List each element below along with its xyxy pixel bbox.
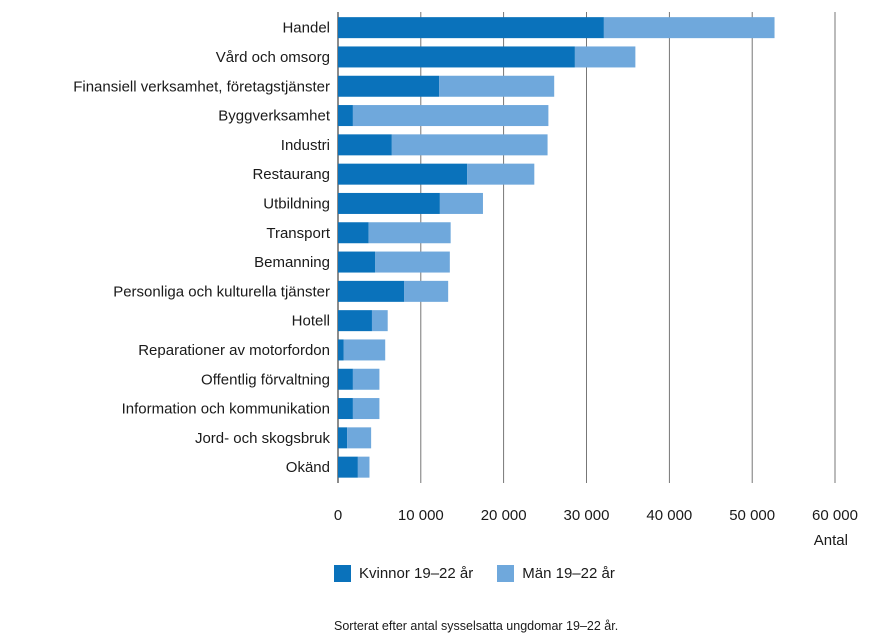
- category-label: Reparationer av motorfordon: [138, 342, 330, 359]
- bar-segment-women: [338, 222, 369, 244]
- legend-label-men: Män 19–22 år: [522, 565, 615, 582]
- category-label: Handel: [282, 20, 330, 37]
- legend: Kvinnor 19–22 år Män 19–22 år: [334, 565, 639, 582]
- bar-segment-women: [338, 368, 353, 390]
- bar-segment-women: [338, 427, 348, 449]
- footnote: Sorterat efter antal sysselsatta ungdoma…: [334, 619, 619, 633]
- bar-segment-men: [404, 280, 449, 302]
- category-label: Byggverksamhet: [218, 108, 331, 125]
- category-label: Offentlig förvaltning: [201, 371, 330, 388]
- category-label: Jord- och skogsbruk: [195, 430, 331, 447]
- bar-segment-women: [338, 105, 353, 127]
- legend-label-women: Kvinnor 19–22 år: [359, 565, 474, 582]
- bar-segment-men: [375, 251, 450, 273]
- bar-segment-men: [347, 427, 372, 449]
- x-tick-label: 50 000: [729, 507, 775, 524]
- x-tick-label: 60 000: [812, 507, 858, 524]
- category-label: Industri: [281, 137, 330, 154]
- bar-segment-women: [338, 251, 376, 273]
- category-label: Restaurang: [252, 166, 330, 183]
- bar-segment-women: [338, 75, 440, 97]
- legend-item-men: Män 19–22 år: [497, 565, 615, 582]
- category-label: Okänd: [286, 459, 330, 476]
- category-label: Personliga och kulturella tjänster: [113, 283, 330, 300]
- bar-segment-women: [338, 163, 468, 185]
- category-label: Vård och omsorg: [216, 49, 330, 66]
- bar-segment-men: [603, 17, 775, 39]
- bar-segment-men: [371, 310, 388, 332]
- bar-segment-men: [352, 368, 380, 390]
- bar-segment-men: [352, 105, 549, 127]
- x-tick-label: 40 000: [646, 507, 692, 524]
- bar-segment-men: [574, 46, 636, 68]
- bar-segment-men: [439, 75, 555, 97]
- bar-segment-men: [467, 163, 535, 185]
- bar-segment-women: [338, 280, 405, 302]
- bar-segment-men: [357, 456, 370, 478]
- legend-item-women: Kvinnor 19–22 år: [334, 565, 473, 582]
- bar-segment-women: [338, 17, 604, 39]
- bar-segment-women: [338, 398, 353, 420]
- bar-segment-men: [391, 134, 548, 156]
- category-label: Transport: [266, 225, 330, 242]
- bar-segment-women: [338, 192, 440, 214]
- legend-swatch-women: [334, 565, 351, 582]
- category-label: Hotell: [292, 313, 330, 330]
- x-tick-labels: 0 10 000 20 000 30 000 40 000 50 000 60 000: [334, 507, 858, 524]
- x-tick-label: 30 000: [564, 507, 610, 524]
- x-axis-label: Antal: [814, 532, 848, 549]
- legend-swatch-men: [497, 565, 515, 582]
- chart: Handel Vård och omsorg Finansiell verksamh…: [73, 12, 858, 549]
- x-tick-label: 10 000: [398, 507, 444, 524]
- category-label: Information och kommunikation: [122, 401, 330, 418]
- bar-segment-men: [352, 398, 380, 420]
- x-tick-label: 0: [334, 507, 342, 524]
- category-labels: Handel Vård och omsorg Finansiell verksamh…: [73, 20, 331, 476]
- bar-segment-women: [338, 310, 372, 332]
- bar-segment-women: [338, 134, 392, 156]
- category-label: Bemanning: [254, 254, 330, 271]
- category-label: Finansiell verksamhet, företagstjänster: [73, 78, 330, 95]
- bar-segment-men: [439, 192, 483, 214]
- category-label: Utbildning: [263, 195, 330, 212]
- bar-segment-women: [338, 46, 575, 68]
- bar-segment-women: [338, 339, 344, 361]
- bar-segment-women: [338, 456, 358, 478]
- x-tick-label: 20 000: [481, 507, 527, 524]
- bars: [338, 17, 775, 478]
- bar-segment-men: [343, 339, 386, 361]
- bar-segment-men: [368, 222, 451, 244]
